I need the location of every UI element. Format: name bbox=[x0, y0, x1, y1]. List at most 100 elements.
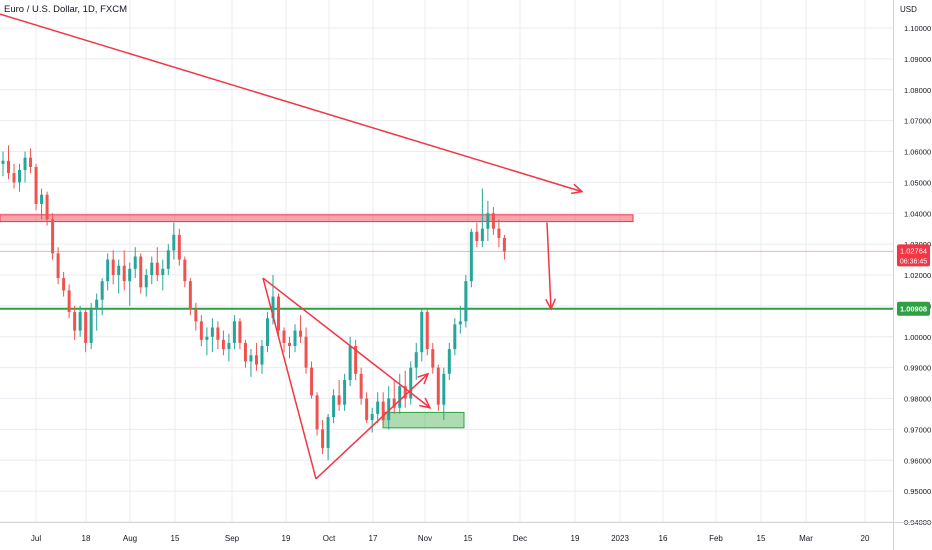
price-tick-label: 0.97000 bbox=[904, 425, 931, 434]
price-tick-label: 1.05000 bbox=[904, 178, 931, 187]
price-tick-label: 1.09000 bbox=[904, 55, 931, 64]
candle-body bbox=[310, 367, 314, 396]
price-axis[interactable]: 1.10000 1.09000 1.08000 1.07000 1.06000 1.050… bbox=[893, 0, 932, 550]
candle-body bbox=[348, 346, 352, 380]
candle-body bbox=[117, 265, 121, 275]
candle-body bbox=[277, 296, 280, 331]
price-tick-label: 0.99000 bbox=[904, 364, 931, 373]
candle-body bbox=[40, 194, 44, 204]
candle-body bbox=[304, 336, 308, 368]
time-tick-label: 19 bbox=[571, 534, 580, 543]
candle-body bbox=[128, 268, 132, 282]
candle-body bbox=[315, 395, 319, 430]
candle-body bbox=[376, 401, 380, 414]
time-axis[interactable]: Jul 18 Aug 15 Sep 19 Oct 17 Nov 15 Dec 19 2023 16 Feb 1… bbox=[0, 522, 932, 544]
time-tick-label: 16 bbox=[659, 534, 668, 543]
candle-body bbox=[150, 262, 154, 275]
candle-body bbox=[144, 275, 148, 288]
candle-body bbox=[464, 281, 468, 322]
trendline bbox=[0, 13, 583, 193]
candle-body bbox=[7, 160, 11, 174]
trendline bbox=[262, 277, 431, 409]
candle-body bbox=[166, 250, 170, 269]
candle-body bbox=[243, 342, 247, 362]
trendline bbox=[315, 373, 429, 480]
candle-body bbox=[1, 160, 5, 164]
candle-body bbox=[62, 278, 66, 291]
candle-body bbox=[431, 349, 435, 368]
time-tick-label: Feb bbox=[709, 534, 723, 543]
candle-body bbox=[458, 321, 462, 325]
candle-body bbox=[100, 281, 104, 300]
time-tick-label: 2023 bbox=[611, 534, 629, 543]
candle-body bbox=[480, 228, 484, 242]
candle-body bbox=[56, 253, 60, 279]
candle-body bbox=[398, 386, 402, 408]
price-tick-label: 1.10000 bbox=[904, 24, 931, 33]
price-tick-label: 1.08000 bbox=[904, 86, 931, 95]
candle-body bbox=[172, 234, 176, 251]
grid bbox=[0, 0, 893, 523]
price-tick-label: 1.00000 bbox=[904, 333, 931, 342]
candle-body bbox=[447, 349, 451, 374]
candle-body bbox=[183, 259, 187, 282]
candle-body bbox=[95, 299, 99, 309]
resistance-zone bbox=[0, 214, 634, 223]
level-value: 1.00908 bbox=[900, 305, 927, 314]
candle-body bbox=[73, 312, 77, 331]
candle-body bbox=[89, 308, 93, 343]
candle-body bbox=[332, 395, 336, 418]
candle-body bbox=[122, 265, 126, 282]
candle-body bbox=[227, 342, 231, 350]
demand-zone bbox=[382, 411, 465, 429]
candle-body bbox=[337, 395, 341, 405]
candle-body bbox=[12, 173, 16, 183]
candle-body bbox=[387, 398, 391, 421]
price-tick-label: 1.02000 bbox=[904, 271, 931, 280]
candle-body bbox=[326, 417, 330, 448]
currency-label: USD bbox=[900, 5, 917, 14]
arrow-head bbox=[571, 183, 584, 195]
time-tick-label: 17 bbox=[369, 534, 378, 543]
candle-body bbox=[365, 398, 369, 421]
candle-body bbox=[409, 367, 413, 399]
last-price-badge[interactable] bbox=[897, 244, 930, 267]
candle-body bbox=[23, 157, 27, 171]
price-tick-label: 0.98000 bbox=[904, 395, 931, 404]
candle-body bbox=[45, 194, 49, 220]
candle-body bbox=[299, 330, 303, 337]
candle-body bbox=[78, 312, 82, 331]
candle-body bbox=[425, 312, 429, 350]
candle-body bbox=[442, 373, 446, 405]
time-tick-label: 20 bbox=[861, 534, 870, 543]
candle-body bbox=[271, 296, 275, 319]
arrow-head bbox=[545, 298, 557, 311]
annotation-zones bbox=[0, 214, 893, 429]
candle-body bbox=[221, 339, 225, 350]
candle-body bbox=[133, 256, 137, 269]
candle-body bbox=[293, 330, 297, 347]
candle-body bbox=[354, 346, 358, 374]
price-tick-label: 1.07000 bbox=[904, 117, 931, 126]
price-tick-label: 0.96000 bbox=[904, 456, 931, 465]
candle-body bbox=[249, 355, 253, 362]
candle-body bbox=[254, 355, 258, 365]
chart-title: Euro / U.S. Dollar, 1D, FXCM bbox=[4, 4, 128, 15]
time-tick-label: Jul bbox=[31, 534, 41, 543]
candle-body bbox=[205, 336, 209, 340]
arrow-head bbox=[417, 372, 430, 385]
candle-body bbox=[232, 321, 236, 343]
candle-body bbox=[84, 312, 88, 343]
candle-body bbox=[34, 166, 38, 204]
target-arrow bbox=[546, 222, 552, 309]
candle-body bbox=[497, 228, 501, 238]
candle-body bbox=[106, 259, 110, 282]
candle-body bbox=[392, 398, 396, 408]
candle-body bbox=[486, 213, 490, 229]
candle-body bbox=[502, 237, 506, 252]
candle-body bbox=[194, 308, 198, 322]
time-tick-label: Mar bbox=[799, 534, 813, 543]
candle-body bbox=[265, 318, 269, 347]
level-badge[interactable] bbox=[897, 301, 930, 316]
